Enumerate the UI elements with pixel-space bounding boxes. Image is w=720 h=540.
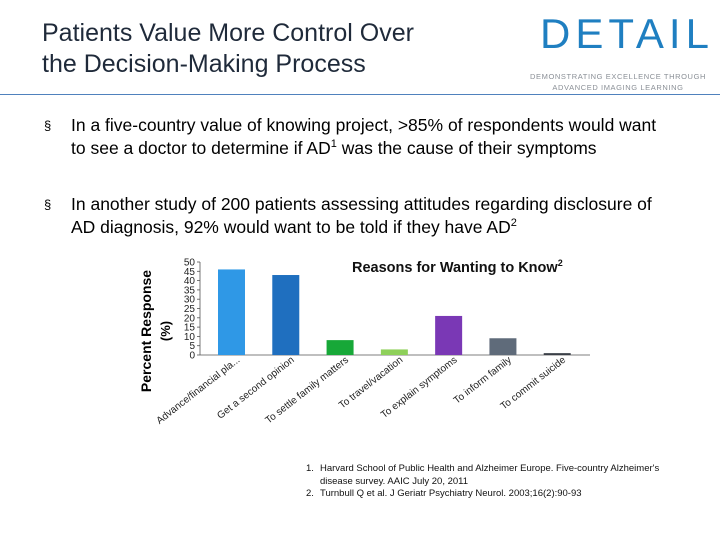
bar [435, 315, 463, 355]
bar [543, 353, 571, 355]
chart-title: Reasons for Wanting to Know2 [352, 258, 563, 276]
title-line-1: Patients Value More Control Over [42, 19, 414, 47]
slide-title: Patients Value More Control Over the Deci… [42, 18, 502, 80]
bar [489, 338, 517, 355]
chart-plot-area [200, 256, 600, 360]
footnote-number: 2. [306, 488, 314, 499]
footnote-number: 1. [306, 463, 314, 474]
title-line-2: the Decision-Making Process [42, 50, 366, 78]
y-axis-unit: (%) [158, 321, 173, 341]
y-tick-label: 45 [184, 267, 196, 278]
chart-title-sup: 2 [558, 258, 563, 268]
logo-tagline-1: DEMONSTRATING EXCELLENCE THROUGH [530, 72, 707, 81]
citation-ref: 2 [510, 217, 517, 230]
y-tick-label: 0 [189, 351, 195, 362]
citation-ref: 1 [330, 138, 337, 151]
bar [218, 269, 245, 355]
bar [326, 340, 354, 355]
detail-logo: DETAIL DEMONSTRATING EXCELLENCE THROUGH … [526, 8, 712, 94]
chart-title-text: Reasons for Wanting to Know [352, 260, 558, 276]
logo-tagline-2: ADVANCED IMAGING LEARNING [552, 83, 684, 92]
title-divider [0, 94, 720, 95]
bar [380, 349, 408, 355]
y-tick-label: 25 [184, 304, 196, 315]
footnote-text: Harvard School of Public Health and Alzh… [320, 463, 660, 487]
logo-wordmark: DETAIL [540, 10, 714, 57]
y-tick-label: 20 [184, 313, 196, 324]
y-tick-label: 10 [184, 332, 196, 343]
footnote: 2. Turnbull Q et al. J Geriatr Psychiatry… [306, 488, 686, 501]
bar-group [218, 269, 571, 355]
bar [272, 275, 300, 355]
bullet-point: § In a five-country value of knowing proj… [44, 114, 671, 160]
y-tick-label: 30 [184, 295, 196, 306]
bullet-text: In another study of 200 patients assessi… [71, 194, 652, 237]
bullet-text: In a five-country value of knowing proje… [71, 115, 657, 158]
bullet-square-icon: § [44, 118, 52, 133]
bullet-point: § In another study of 200 patients assess… [44, 193, 671, 239]
bullet-text-end: was the cause of their symptoms [336, 138, 597, 158]
y-tick-label: 35 [184, 285, 196, 296]
x-label-group: Advance/financial pla...Get a second opi… [155, 354, 569, 426]
y-tick-label: 50 [184, 258, 196, 269]
y-tick-label: 15 [184, 323, 196, 334]
y-tick-label: 5 [189, 341, 195, 352]
y-tick-label: 40 [184, 276, 196, 287]
footnote-text: Turnbull Q et al. J Geriatr Psychiatry N… [320, 488, 582, 499]
bullet-square-icon: § [44, 197, 52, 212]
footnotes: 1. Harvard School of Public Health and Al… [306, 463, 686, 501]
y-axis-label: Percent Response [138, 270, 154, 392]
footnote: 1. Harvard School of Public Health and Al… [306, 463, 686, 488]
